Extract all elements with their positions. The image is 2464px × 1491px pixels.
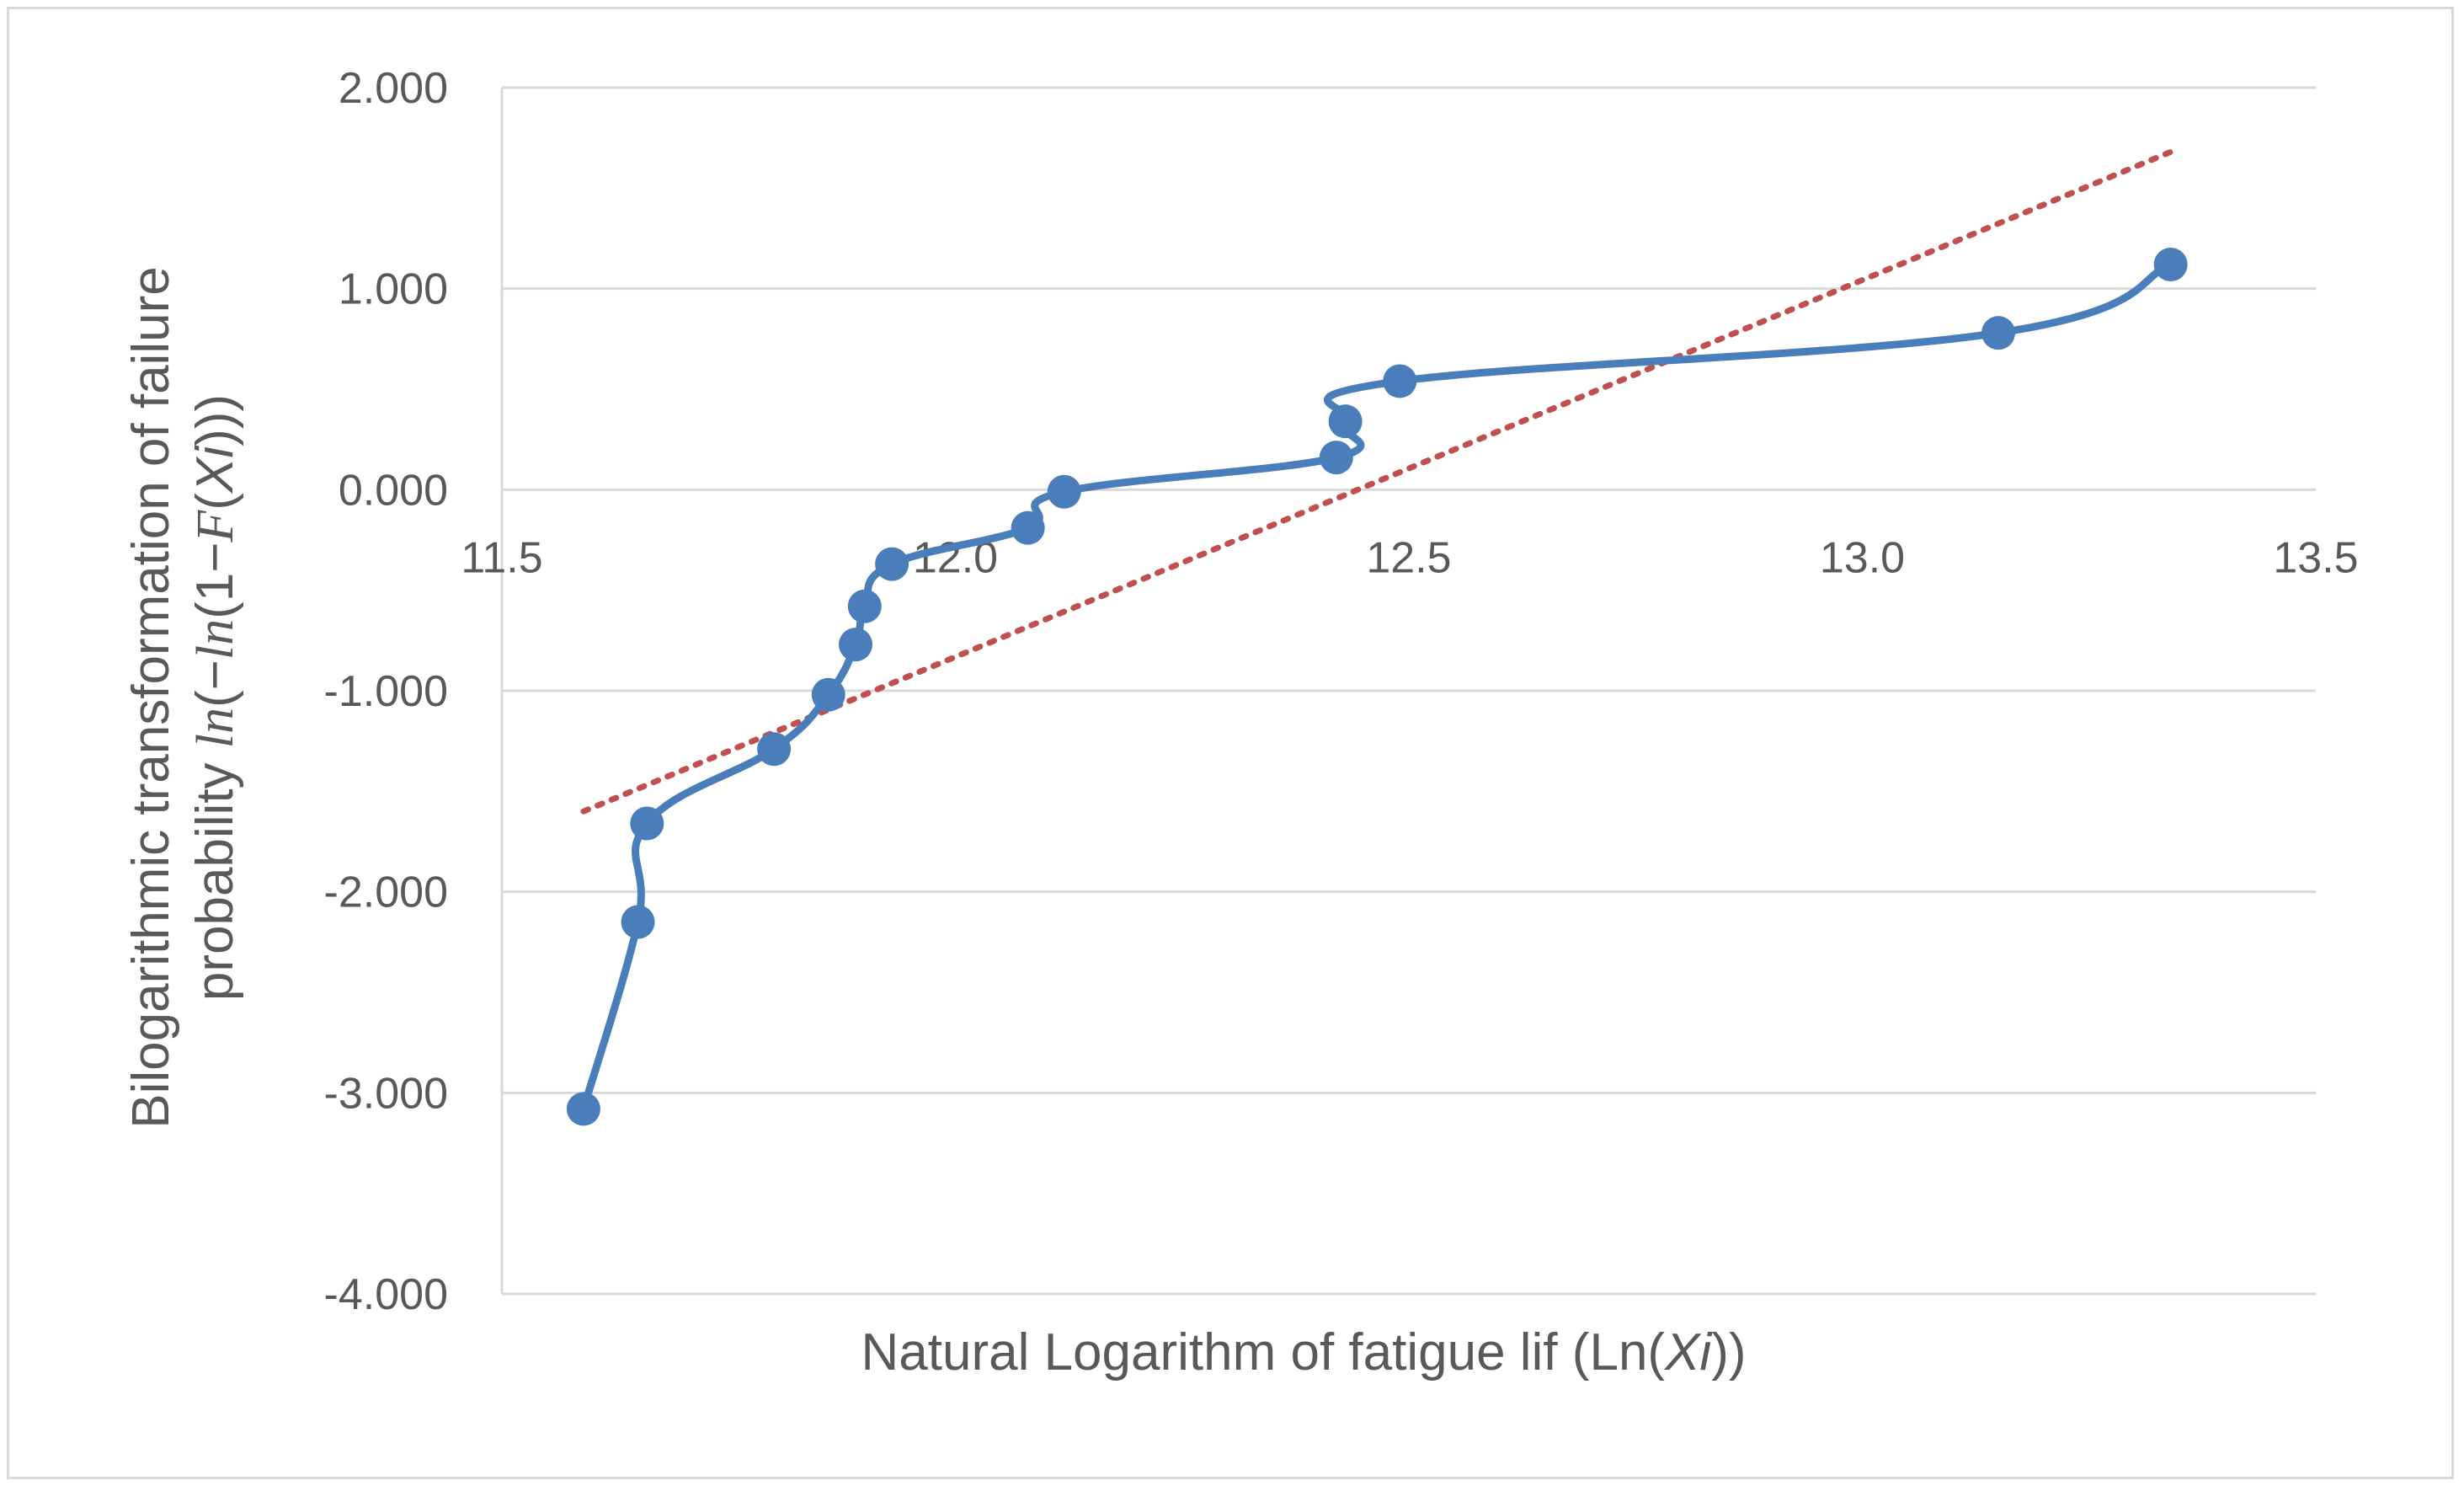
data-point-13 <box>1981 316 2016 350</box>
x-axis-label: Natural Logarithm of fatigue lif (Ln(Xi)… <box>861 1323 1746 1381</box>
data-point-11 <box>1328 404 1363 439</box>
data-point-7 <box>875 547 909 581</box>
x-tick-label-4: 13.5 <box>2273 533 2358 582</box>
data-point-4 <box>811 677 845 712</box>
x-tick-label-2: 12.5 <box>1366 533 1451 582</box>
data-point-12 <box>1383 364 1417 398</box>
x-tick-label-3: 13.0 <box>1820 533 1905 582</box>
y-tick-label-0: 2.000 <box>339 64 448 113</box>
data-point-1 <box>621 905 655 939</box>
data-point-5 <box>839 628 873 662</box>
data-point-0 <box>566 1092 600 1126</box>
x-tick-label-0: 11.5 <box>461 533 542 582</box>
y-axis-label-line2: probability ln(−ln(1−F(Xi))) <box>186 394 244 1001</box>
y-tick-label-6: -4.000 <box>324 1270 448 1319</box>
x-axis-tick-labels: 11.5 12.0 12.5 13.0 13.5 <box>461 533 2358 582</box>
y-axis-label-line1: Bilogarithmic transformation of failure <box>122 266 180 1128</box>
trendline-line <box>580 148 2174 815</box>
data-point-2 <box>630 806 664 841</box>
data-point-3 <box>757 732 792 767</box>
y-tick-label-5: -3.000 <box>324 1069 448 1118</box>
data-point-9 <box>1047 474 1081 509</box>
gridlines <box>502 86 2316 1296</box>
data-point-8 <box>1011 510 1045 545</box>
data-point-10 <box>1319 441 1353 475</box>
chart-frame <box>7 7 2454 1479</box>
y-axis-tick-labels: 2.000 1.000 0.000 -1.000 -2.000 -3.000 -4.000 <box>324 64 448 1319</box>
data-point-14 <box>2153 248 2188 282</box>
y-tick-label-4: -2.000 <box>324 868 448 917</box>
y-tick-label-3: -1.000 <box>324 667 448 716</box>
y-tick-label-1: 1.000 <box>339 265 448 314</box>
y-tick-label-2: 0.000 <box>339 466 448 515</box>
trendline <box>580 148 2174 815</box>
data-point-6 <box>847 589 882 623</box>
data-series <box>566 248 2188 1126</box>
